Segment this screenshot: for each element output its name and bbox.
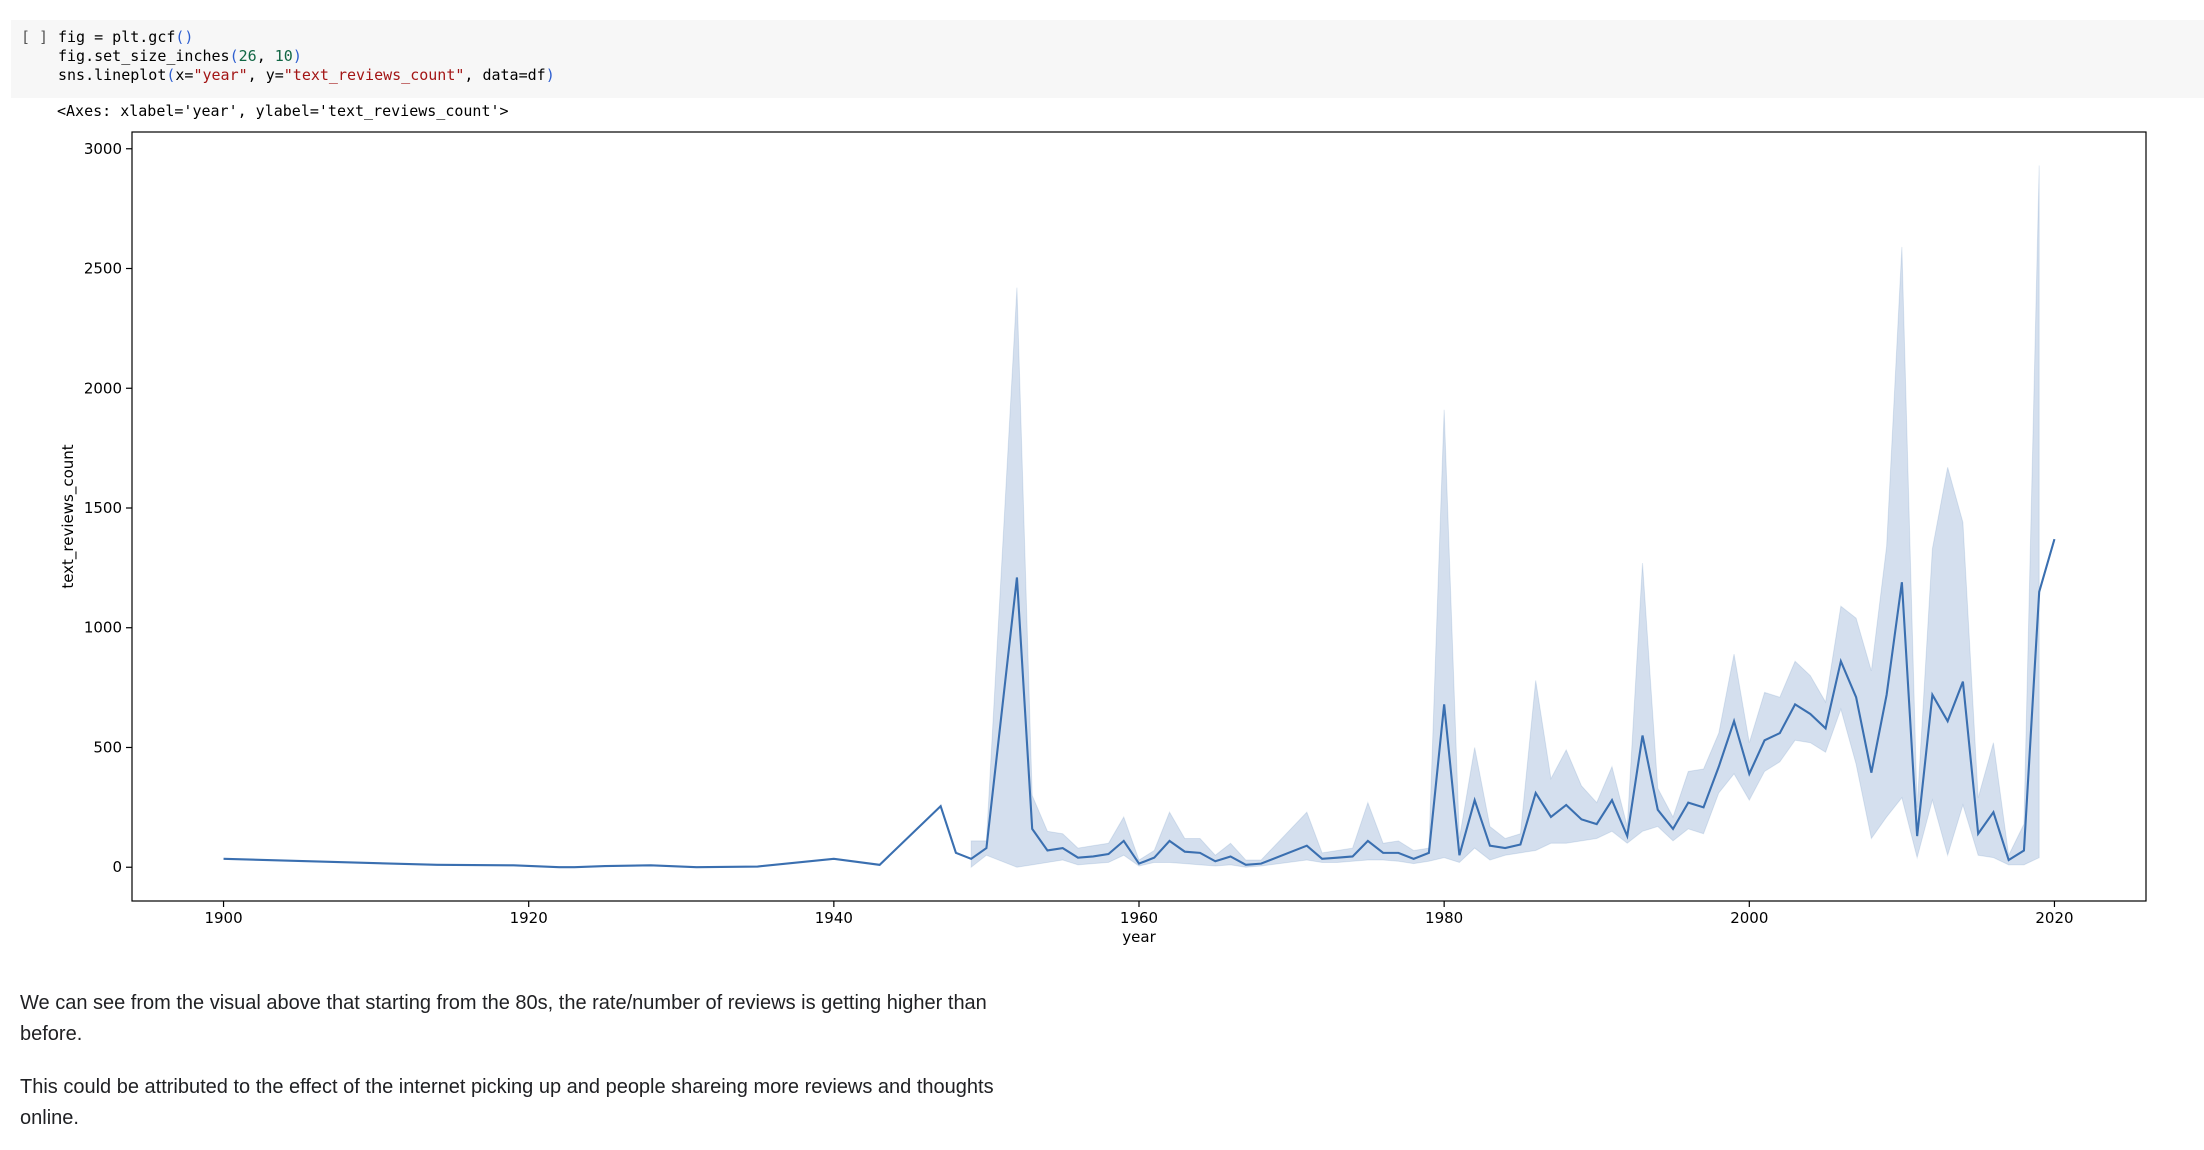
code-token: 26: [238, 47, 257, 65]
output-text: <Axes: xlabel='year', ylabel='text_revie…: [57, 102, 509, 120]
code-token: fig.set_size_inches: [58, 47, 230, 65]
code-token: x=: [175, 66, 194, 84]
markdown-cell: We can see from the visual above that st…: [20, 988, 1030, 1150]
y-tick-label: 0: [112, 858, 122, 876]
y-tick-label: 2000: [84, 379, 122, 397]
y-tick-label: 1000: [84, 619, 122, 637]
x-tick-label: 1900: [204, 909, 242, 927]
axes-frame: [131, 131, 2147, 902]
y-axis-label: text_reviews_count: [59, 444, 78, 588]
code-token: (: [166, 66, 176, 84]
x-tick-label: 1980: [1425, 909, 1463, 927]
code-token: fig = plt.gcf: [58, 28, 176, 46]
y-tick-label: 500: [93, 738, 122, 756]
code-token: sns.lineplot: [58, 66, 167, 84]
y-tick-label: 3000: [84, 140, 122, 158]
line: [223, 538, 2056, 869]
code-token: "text_reviews_count": [283, 66, 465, 84]
x-tick-label: 1940: [815, 909, 853, 927]
code-line: fig.set_size_inches(26, 10): [58, 47, 555, 66]
code-line: fig = plt.gcf(): [58, 28, 555, 47]
x-tick-label: 1920: [510, 909, 548, 927]
code: fig = plt.gcf() fig.set_size_inches(26, 1…: [58, 28, 555, 85]
run-button[interactable]: [ ]: [21, 28, 49, 46]
code-token: ,: [256, 47, 275, 65]
code-token: "year": [193, 66, 248, 84]
y-tick-label: 1500: [84, 499, 122, 517]
code-cell: [ ] fig = plt.gcf() fig.set_size_inches(2…: [11, 20, 2204, 98]
paragraph: This could be attributed to the effect o…: [20, 1076, 994, 1129]
code-token: ): [545, 66, 555, 84]
code-token: (: [229, 47, 239, 65]
code-token: 10: [274, 47, 293, 65]
confidence-band: [970, 165, 2040, 869]
code-token: ): [292, 47, 302, 65]
paragraph: We can see from the visual above that st…: [20, 992, 987, 1045]
x-tick-label: 1960: [1120, 909, 1158, 927]
x-tick-label: 2000: [1730, 909, 1768, 927]
code-token: , y=: [247, 66, 284, 84]
x-axis-label: year: [1122, 928, 1156, 946]
code-token: (): [175, 28, 194, 46]
code-token: , data=df: [464, 66, 546, 84]
chart: year text_reviews_count 1900 1920 1940 1960…: [59, 131, 2147, 946]
x-tick-label: 2020: [2035, 909, 2073, 927]
y-tick-label: 2500: [84, 260, 122, 278]
code-line: sns.lineplot(x="year", y="text_reviews_c…: [58, 66, 555, 85]
